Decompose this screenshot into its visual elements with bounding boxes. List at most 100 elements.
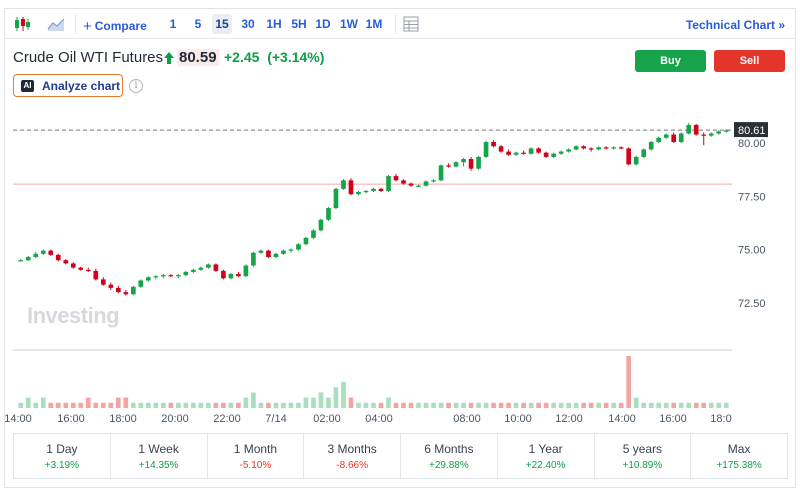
volume-bar [588, 402, 594, 408]
candle [581, 146, 586, 149]
period-change: +22.40% [525, 460, 566, 471]
technical-chart-link[interactable]: Technical Chart » [685, 18, 785, 32]
candle [251, 252, 256, 266]
timeframe-1w[interactable]: 1W [340, 17, 358, 31]
candle [438, 165, 444, 181]
volume-bar [648, 402, 654, 408]
candle [543, 152, 549, 157]
period-1-day[interactable]: 1 Day +3.19% [14, 434, 111, 478]
volume-bar [663, 402, 669, 408]
volume-bar [468, 402, 474, 408]
volume-bar [281, 402, 286, 408]
timeframe-1[interactable]: 1 [169, 17, 177, 31]
candle [723, 130, 729, 132]
period-1-week[interactable]: 1 Week +14.35% [111, 434, 208, 478]
volume-bar [528, 402, 534, 408]
volume-bar [333, 387, 339, 408]
volume-bar [213, 402, 219, 408]
period-6-months[interactable]: 6 Months +29.88% [401, 434, 498, 478]
candle [93, 270, 99, 280]
volume-bar [603, 402, 609, 408]
timeframe-1d[interactable]: 1D [315, 17, 331, 31]
chart-toolbar: + Compare 1 5 15 30 1H 5H 1D 1W 1M Technical Char… [5, 9, 795, 39]
x-tick-label: 18:00 [109, 413, 137, 425]
volume-bar [348, 397, 354, 408]
price-change: +2.45 (+3.14%) [224, 49, 325, 65]
volume-bar [483, 402, 489, 408]
compare-label: Compare [94, 19, 147, 33]
candle [618, 147, 624, 149]
volume-bar [393, 402, 399, 408]
volume-bar [708, 402, 714, 408]
timeframe-1m[interactable]: 1M [365, 17, 383, 31]
candle [596, 147, 601, 150]
info-icon[interactable]: i [129, 79, 143, 93]
sell-button[interactable]: Sell [714, 50, 785, 72]
x-tick-label: 04:00 [365, 413, 393, 425]
candle [498, 146, 504, 152]
timeframe-5[interactable]: 5 [194, 17, 202, 31]
candle [78, 267, 84, 270]
volume-bar [153, 402, 159, 408]
candle [85, 269, 91, 271]
volume-bar [513, 402, 519, 408]
chart-widget: + Compare 1 5 15 30 1H 5H 1D 1W 1M Technical Char… [4, 8, 796, 488]
candle [393, 176, 399, 181]
period-label: 6 Months [424, 442, 474, 456]
volume-bar [63, 402, 69, 408]
candle [363, 190, 369, 193]
candle [333, 188, 339, 209]
x-tick-label: 16:00 [57, 413, 85, 425]
volume-bar [536, 402, 541, 408]
candle [258, 250, 264, 253]
timeframe-1h[interactable]: 1H [266, 17, 282, 31]
timeframe-5h[interactable]: 5H [291, 17, 307, 31]
period-1-year[interactable]: 1 Year +22.40% [498, 434, 595, 478]
candle [663, 134, 669, 138]
volume-bar [303, 397, 309, 408]
candle [288, 249, 294, 251]
x-tick-label: 18:0 [710, 413, 731, 425]
buy-button[interactable]: Buy [635, 50, 706, 72]
timeframe-30[interactable]: 30 [241, 17, 255, 31]
candle [55, 254, 61, 261]
volume-bar [146, 402, 151, 408]
volume-bar [40, 397, 46, 408]
area-chart-icon[interactable] [47, 16, 65, 32]
x-tick-label: 20:00 [161, 413, 189, 425]
period-label: 1 Month [233, 442, 278, 456]
volume-bar [206, 402, 211, 408]
period-5-years[interactable]: 5 years +10.89% [595, 434, 692, 478]
period-1-month[interactable]: 1 Month -5.10% [208, 434, 305, 478]
period-change: +29.88% [428, 460, 469, 471]
candle [701, 134, 707, 136]
candle [416, 185, 421, 187]
candle [678, 133, 684, 143]
candle [138, 280, 144, 287]
volume-bar [716, 402, 722, 408]
volume-bar [356, 402, 361, 408]
volume-bar [55, 402, 61, 408]
period-change: +10.89% [622, 460, 663, 471]
volume-bar [341, 382, 346, 408]
volume-bar [371, 402, 376, 408]
candle [671, 134, 677, 143]
candle [446, 165, 451, 167]
analyze-chart-button[interactable]: AI Analyze chart [13, 74, 123, 97]
volume-bar [273, 402, 279, 408]
table-view-icon[interactable] [402, 16, 420, 32]
period-max[interactable]: Max +175.38% [691, 434, 787, 478]
compare-button[interactable]: + Compare [83, 17, 147, 35]
volume-bar [48, 402, 54, 408]
timeframe-15[interactable]: 15 [212, 14, 232, 34]
candle [401, 180, 406, 184]
volume-bar [25, 397, 31, 408]
period-change: +175.38% [716, 460, 762, 471]
volume-bar [191, 402, 196, 408]
period-3-months[interactable]: 3 Months -8.66% [304, 434, 401, 478]
candle [318, 219, 324, 231]
x-tick-label: 7/14 [265, 413, 286, 425]
candle [153, 276, 159, 278]
candlestick-icon[interactable] [13, 16, 31, 32]
